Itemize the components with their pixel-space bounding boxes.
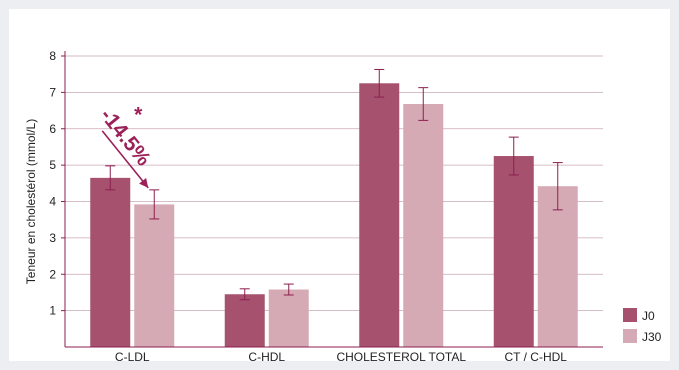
legend: J0 J30 bbox=[623, 308, 662, 344]
y-tick-label: 3 bbox=[49, 231, 56, 245]
y-axis-title: Teneur en cholestérol (mmol/L) bbox=[24, 119, 38, 284]
bar-j0-1 bbox=[224, 294, 265, 347]
bar-j30-1 bbox=[268, 289, 309, 347]
y-tick-label: 7 bbox=[49, 85, 56, 99]
legend-swatch-j0 bbox=[623, 308, 637, 322]
bar-j30-3 bbox=[537, 186, 578, 347]
reduction-arrow bbox=[101, 130, 149, 189]
bar-j30-2 bbox=[403, 104, 444, 347]
bar-j0-0 bbox=[90, 177, 131, 347]
legend-label-j30: J30 bbox=[642, 330, 662, 344]
arrow-head bbox=[139, 178, 149, 188]
y-tick-label: 2 bbox=[49, 267, 56, 281]
bars bbox=[90, 68, 578, 347]
y-tick-label: 8 bbox=[49, 49, 56, 63]
y-axis-ticks: 1 2 3 4 5 6 7 8 bbox=[49, 49, 65, 318]
category-label: CT / C-HDL bbox=[505, 350, 568, 361]
bar-j0-2 bbox=[359, 83, 400, 347]
x-axis-categories: C-LDL C-HDL CHOLESTEROL TOTAL CT / C-HDL bbox=[115, 350, 567, 361]
legend-swatch-j30 bbox=[623, 329, 637, 343]
chart-panel: 1 2 3 4 5 6 7 8 C-LDL C-HDL CHOLESTEROL TOTAL CT /… bbox=[9, 9, 670, 361]
y-tick-label: 1 bbox=[49, 304, 56, 318]
legend-label-j0: J0 bbox=[642, 309, 655, 323]
category-label: CHOLESTEROL TOTAL bbox=[336, 350, 466, 361]
y-tick-label: 6 bbox=[49, 122, 56, 136]
y-tick-label: 4 bbox=[49, 195, 56, 209]
y-tick-label: 5 bbox=[49, 158, 56, 172]
category-label: C-HDL bbox=[248, 350, 285, 361]
significance-marker: * bbox=[134, 103, 143, 126]
bar-chart: 1 2 3 4 5 6 7 8 C-LDL C-HDL CHOLESTEROL TOTAL CT /… bbox=[24, 49, 662, 361]
bar-j0-3 bbox=[493, 156, 534, 347]
bar-j30-0 bbox=[134, 204, 175, 347]
category-label: C-LDL bbox=[115, 350, 150, 361]
reduction-annotation: -14.5% * bbox=[95, 103, 155, 189]
